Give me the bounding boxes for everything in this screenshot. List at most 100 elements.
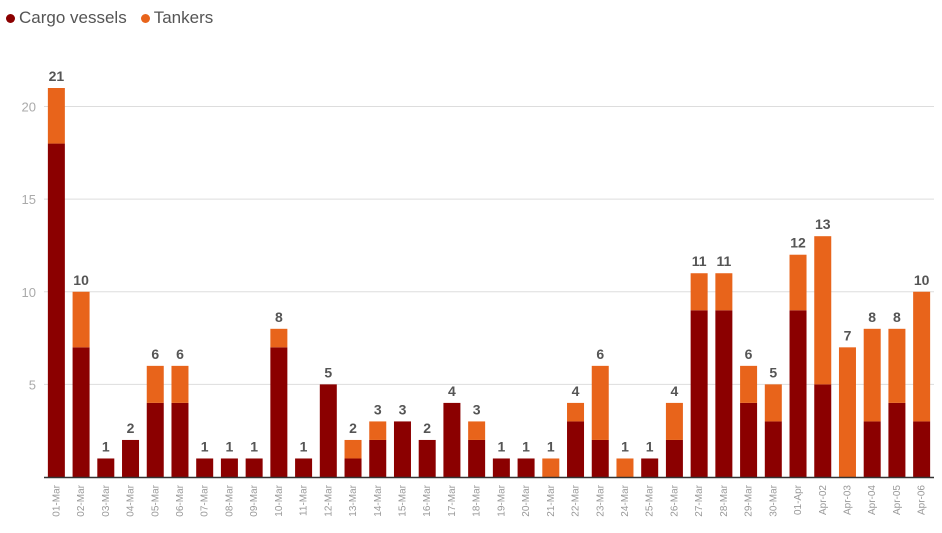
x-tick-label: Apr-05 bbox=[892, 485, 903, 515]
bar-total-label: 1 bbox=[226, 438, 234, 454]
bar-cargo bbox=[814, 384, 832, 477]
x-tick-label: 09-Mar bbox=[249, 484, 260, 516]
y-tick-label: 15 bbox=[22, 192, 36, 207]
bar-total-label: 3 bbox=[374, 401, 382, 417]
bar-total-label: 5 bbox=[769, 364, 777, 380]
x-tick-label: 20-Mar bbox=[521, 484, 532, 516]
bar-total-label: 6 bbox=[745, 346, 753, 362]
bar-tankers bbox=[72, 291, 90, 348]
x-tick-label: 16-Mar bbox=[422, 484, 433, 516]
bar-total-label: 1 bbox=[547, 438, 555, 454]
bar-total-label: 6 bbox=[596, 346, 604, 362]
bar-cargo bbox=[47, 143, 65, 478]
bar-total-label: 6 bbox=[151, 346, 159, 362]
x-tick-label: 08-Mar bbox=[224, 484, 235, 516]
bar-total-label: 1 bbox=[646, 438, 654, 454]
bar-total-label: 11 bbox=[692, 253, 707, 269]
bar-tankers bbox=[888, 328, 906, 403]
bar-cargo bbox=[789, 310, 807, 477]
y-tick-label: 20 bbox=[22, 100, 36, 115]
x-tick-label: 23-Mar bbox=[595, 484, 606, 516]
bar-cargo bbox=[690, 310, 708, 477]
bar-tankers bbox=[715, 273, 733, 311]
bar-total-label: 6 bbox=[176, 346, 184, 362]
x-tick-label: 14-Mar bbox=[373, 484, 384, 516]
x-tick-label: 21-Mar bbox=[546, 484, 557, 516]
bar-cargo bbox=[97, 458, 115, 477]
x-tick-label: 25-Mar bbox=[645, 484, 656, 516]
bar-cargo bbox=[122, 439, 140, 477]
legend-label-cargo: Cargo vessels bbox=[19, 8, 127, 27]
bar-total-label: 10 bbox=[914, 272, 930, 288]
x-tick-label: 15-Mar bbox=[397, 484, 408, 516]
bar-tankers bbox=[690, 273, 708, 311]
bar-tankers bbox=[913, 291, 931, 422]
x-tick-label: Apr-02 bbox=[818, 485, 829, 515]
bar-cargo bbox=[270, 347, 288, 477]
x-tick-label: 11-Mar bbox=[299, 484, 310, 516]
bar-cargo bbox=[369, 439, 387, 477]
x-tick-label: 29-Mar bbox=[744, 484, 755, 516]
x-tick-label: 30-Mar bbox=[768, 484, 779, 516]
bar-total-label: 8 bbox=[868, 309, 876, 325]
bar-cargo bbox=[468, 439, 486, 477]
x-tick-label: 10-Mar bbox=[274, 484, 285, 516]
bar-tankers bbox=[740, 365, 758, 403]
bar-tankers bbox=[344, 439, 362, 459]
bar-cargo bbox=[665, 439, 683, 477]
x-tick-label: 05-Mar bbox=[150, 484, 161, 516]
x-tick-label: 07-Mar bbox=[200, 484, 211, 516]
bar-total-label: 1 bbox=[102, 438, 110, 454]
legend: Cargo vessels Tankers bbox=[6, 8, 213, 28]
bar-total-label: 2 bbox=[423, 420, 431, 436]
bar-cargo bbox=[715, 310, 733, 477]
bar-cargo bbox=[863, 421, 881, 477]
bar-total-label: 13 bbox=[815, 216, 831, 232]
x-tick-label: 12-Mar bbox=[323, 484, 334, 516]
bar-total-label: 4 bbox=[671, 383, 679, 399]
x-tick-label: 04-Mar bbox=[126, 484, 137, 516]
bar-total-label: 2 bbox=[127, 420, 135, 436]
bar-cargo bbox=[319, 384, 337, 477]
bar-total-label: 11 bbox=[716, 253, 731, 269]
legend-label-tankers: Tankers bbox=[153, 8, 214, 27]
legend-item-tankers[interactable]: Tankers bbox=[140, 8, 214, 28]
x-tick-label: Apr-04 bbox=[867, 485, 878, 515]
bar-cargo bbox=[492, 458, 510, 477]
bar-cargo bbox=[764, 421, 782, 477]
bar-tankers bbox=[838, 347, 856, 477]
bar-total-label: 4 bbox=[448, 383, 456, 399]
x-tick-label: 26-Mar bbox=[669, 484, 680, 516]
bar-cargo bbox=[72, 347, 90, 477]
bar-tankers bbox=[863, 328, 881, 422]
bar-total-label: 7 bbox=[844, 327, 852, 343]
bar-cargo bbox=[443, 402, 461, 477]
x-tick-label: 01-Apr bbox=[793, 484, 804, 515]
bar-total-label: 1 bbox=[522, 438, 530, 454]
x-tick-label: 01-Mar bbox=[51, 484, 62, 516]
bar-cargo bbox=[196, 458, 214, 477]
x-tick-label: 28-Mar bbox=[719, 484, 730, 516]
bar-total-label: 8 bbox=[893, 309, 901, 325]
tankers-dot-icon bbox=[140, 13, 150, 23]
bar-total-label: 1 bbox=[250, 438, 258, 454]
bar-total-label: 2 bbox=[349, 420, 357, 436]
bar-total-label: 8 bbox=[275, 309, 283, 325]
x-tick-label: 13-Mar bbox=[348, 484, 359, 516]
x-tick-label: 18-Mar bbox=[472, 484, 483, 516]
bar-total-label: 3 bbox=[473, 401, 481, 417]
cargo-dot-icon bbox=[6, 13, 15, 23]
bar-cargo bbox=[641, 458, 659, 477]
bar-total-label: 1 bbox=[300, 438, 308, 454]
bar-cargo bbox=[591, 439, 609, 477]
bar-total-label: 1 bbox=[621, 438, 629, 454]
legend-item-cargo[interactable]: Cargo vessels bbox=[6, 8, 127, 28]
x-tick-label: 24-Mar bbox=[620, 484, 631, 516]
bar-tankers bbox=[665, 402, 683, 440]
bar-cargo bbox=[393, 421, 411, 477]
bar-cargo bbox=[913, 421, 931, 477]
bar-tankers bbox=[764, 384, 782, 422]
y-tick-label: 5 bbox=[29, 377, 36, 392]
bar-total-label: 1 bbox=[201, 438, 209, 454]
